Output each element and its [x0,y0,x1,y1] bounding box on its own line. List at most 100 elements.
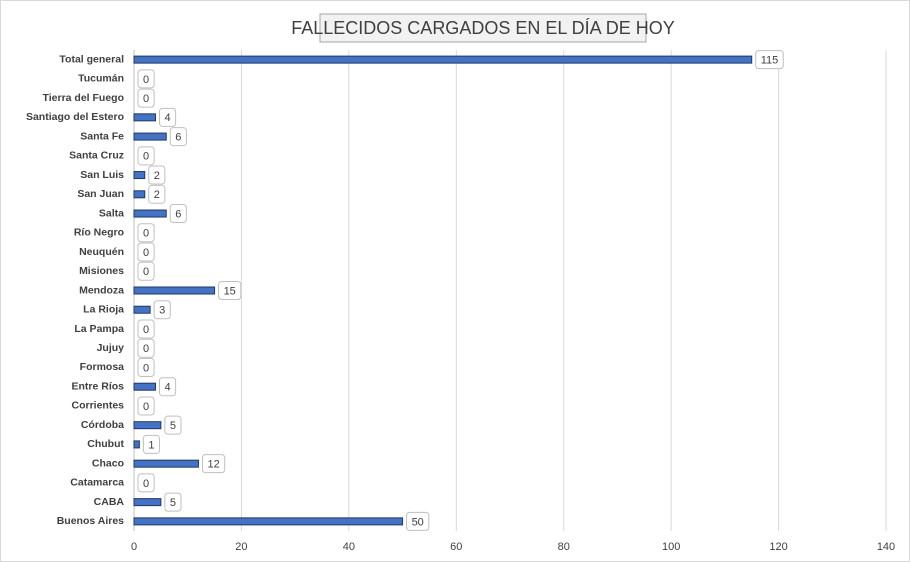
data-label-box [142,434,160,454]
data-label-box [201,454,226,474]
y-tick-label: Neuquén [79,246,124,258]
bar [133,440,140,449]
y-tick-label: Salta [99,207,124,219]
y-tick-label: San Luis [80,169,124,181]
bar [133,382,156,391]
data-label: 5 [170,420,176,432]
data-label: 0 [143,93,149,105]
bar [133,55,753,64]
data-label: 115 [761,55,779,67]
y-tick-label: Misiones [79,265,124,277]
x-tick-label: 100 [662,541,680,553]
bar [133,132,167,141]
y-tick-label: La Rioja [83,304,124,316]
bar [133,286,216,295]
bar [133,459,199,468]
data-label: 1 [148,439,154,451]
y-tick-label: CABA [94,496,125,508]
data-label: 3 [159,305,165,317]
data-label-box [164,492,182,512]
data-label-box [164,415,182,435]
data-label: 0 [143,478,149,490]
y-tick-label: Río Negro [74,227,124,239]
data-label: 6 [175,131,181,143]
data-label-box [158,107,177,127]
data-label-box [137,357,155,377]
y-tick-label: Córdoba [81,419,124,431]
y-tick-label: Buenos Aires [57,515,124,527]
data-label-box [755,50,784,70]
y-tick-label: Santiago del Estero [26,111,124,123]
y-tick-label: La Pampa [74,323,124,335]
y-tick-label: Catamarca [70,477,124,489]
bar [133,171,146,180]
data-label-box [218,281,242,300]
data-label-box [137,396,155,416]
y-tick-label: Jujuy [97,342,125,354]
y-tick-label: Chaco [92,457,124,469]
data-label-box [137,338,155,358]
data-label: 0 [143,74,149,86]
data-label: 0 [143,228,149,240]
bar [133,113,156,122]
data-label-box [137,146,155,166]
bar [133,305,151,314]
data-label: 0 [143,151,149,163]
x-tick-label: 120 [769,541,787,553]
data-label-box [158,377,177,397]
y-tick-label: Chubut [87,438,124,450]
chart-title: FALLECIDOS CARGADOS EN EL DÍA DE HOY [291,18,674,38]
data-label: 4 [164,112,170,124]
x-tick-label: 140 [877,541,895,553]
data-label: 0 [143,266,149,278]
data-label-box [137,242,155,262]
y-tick-label: Entre Ríos [71,380,124,392]
data-label: 50 [412,516,424,528]
title-box [319,13,647,43]
y-tick-label: Tierra del Fuego [43,92,125,104]
y-tick-label: Corrientes [71,400,124,412]
data-label-box [137,473,155,493]
data-label: 15 [224,285,236,297]
data-label: 0 [143,247,149,259]
bar [133,190,146,199]
bar [133,209,167,218]
data-label-box [137,88,155,108]
data-label-box [153,300,171,320]
x-tick-label: 20 [235,541,247,553]
y-tick-label: Santa Fe [80,130,124,142]
x-tick-label: 80 [558,541,570,553]
bar [133,517,404,526]
data-label: 2 [154,189,160,201]
y-tick-label: Tucumán [78,73,124,85]
y-tick-label: Total general [59,53,124,65]
y-tick-label: Mendoza [79,284,124,296]
data-label-box [137,261,155,281]
data-label: 12 [207,459,219,471]
data-label: 0 [143,401,149,413]
data-label: 0 [143,343,149,355]
data-label-box [137,69,155,89]
data-label: 0 [143,362,149,374]
data-label-box [169,127,187,147]
data-label-box [148,184,166,204]
data-label: 2 [154,170,160,182]
data-label: 0 [143,324,149,336]
data-label-box [137,223,155,243]
data-label: 4 [164,382,170,394]
data-label-box [148,165,166,185]
x-tick-label: 0 [131,541,137,553]
y-tick-label: Santa Cruz [69,150,124,162]
bar [133,421,162,430]
x-tick-label: 40 [343,541,355,553]
data-label-box [137,319,155,339]
data-label: 5 [170,497,176,509]
data-label-box [169,204,187,224]
y-tick-label: San Juan [77,188,124,200]
y-tick-label: Formosa [80,361,125,373]
data-label: 6 [175,208,181,220]
data-label-box [406,511,430,531]
x-tick-label: 60 [450,541,462,553]
